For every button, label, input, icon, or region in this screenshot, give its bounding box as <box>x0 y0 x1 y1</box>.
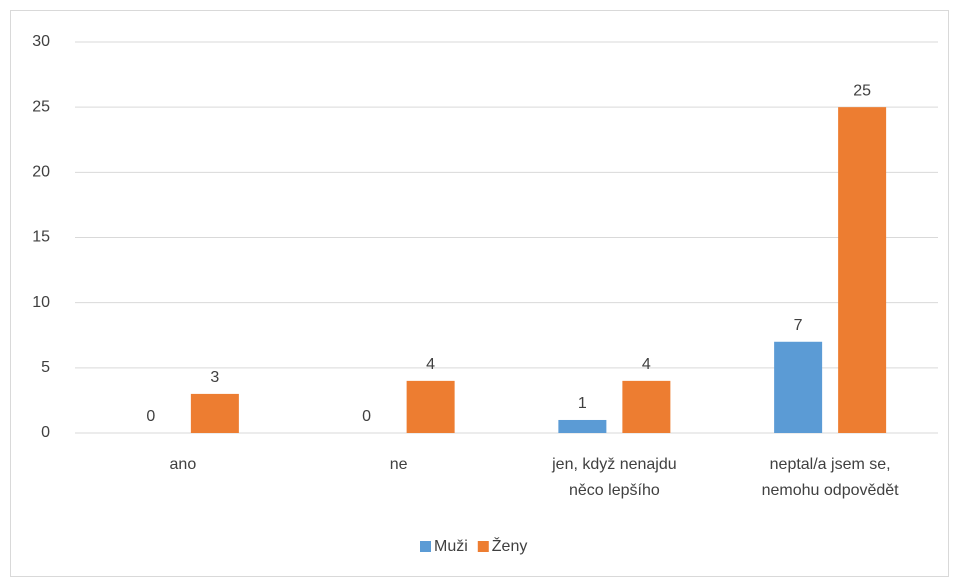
bar <box>774 341 823 433</box>
data-label: 0 <box>362 408 371 425</box>
y-tick-label: 0 <box>41 424 50 441</box>
bar <box>406 380 455 433</box>
y-tick-label: 15 <box>32 229 50 246</box>
legend-swatch <box>477 541 489 552</box>
y-tick-label: 30 <box>32 33 50 50</box>
x-tick-label: ne <box>390 456 408 473</box>
data-label: 0 <box>146 408 155 425</box>
bar <box>190 393 239 433</box>
data-label: 4 <box>642 356 651 373</box>
y-tick-label: 10 <box>32 294 50 311</box>
bar <box>622 380 671 433</box>
legend-label: Ženy <box>492 536 528 555</box>
x-tick-label: ano <box>170 456 197 473</box>
data-label: 4 <box>426 356 435 373</box>
y-tick-label: 25 <box>32 98 50 115</box>
y-tick-label: 5 <box>41 359 50 376</box>
legend-swatch <box>420 541 431 552</box>
data-label: 3 <box>210 369 219 386</box>
bar <box>558 419 607 433</box>
data-label: 25 <box>853 82 871 99</box>
y-tick-label: 20 <box>32 164 50 181</box>
data-label: 7 <box>794 317 803 334</box>
x-tick-label: neptal/a jsem se, nemohu odpovědět <box>762 456 900 499</box>
x-tick-label: jen, když nenajdu něco lepšího <box>551 456 677 499</box>
data-label: 1 <box>578 395 587 412</box>
bar <box>838 107 887 434</box>
legend-label: Muži <box>434 538 468 555</box>
chart-border <box>10 10 949 577</box>
